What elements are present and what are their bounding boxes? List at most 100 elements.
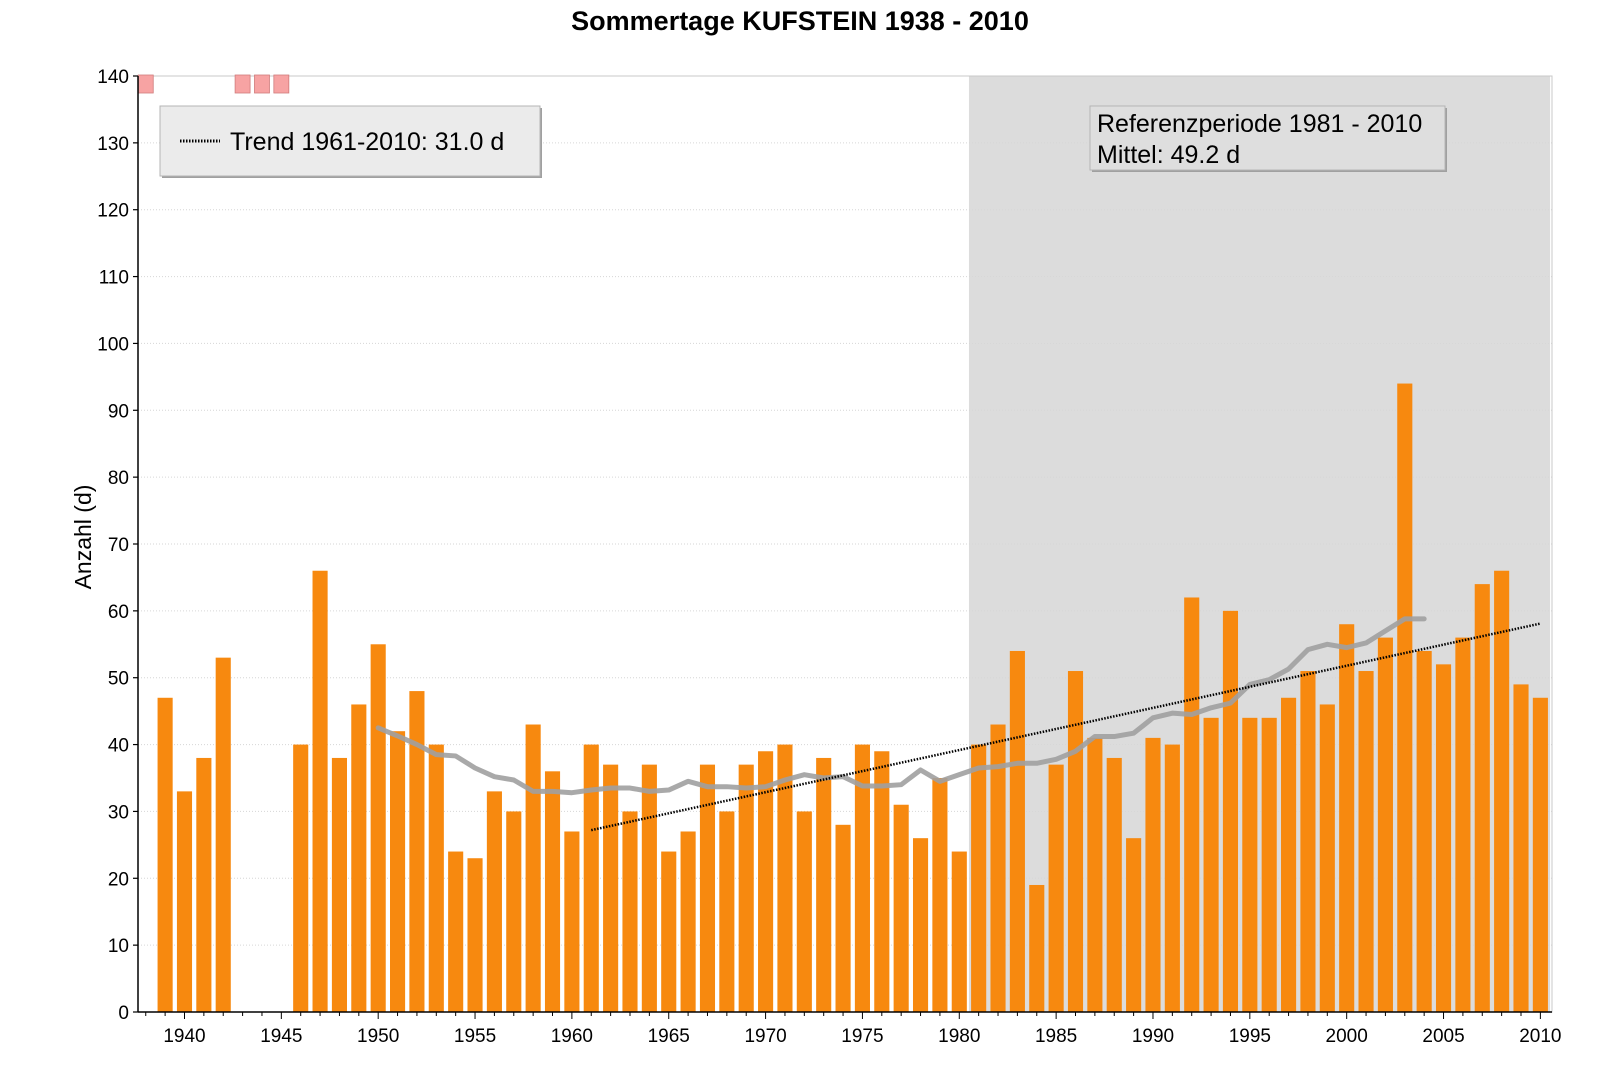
y-axis-title: Anzahl (d) xyxy=(70,485,96,590)
bar-1974 xyxy=(835,824,851,1012)
bar-1954 xyxy=(448,851,464,1012)
bar-1940 xyxy=(176,791,193,1012)
bar-1957 xyxy=(506,811,522,1012)
x-tick-label: 1990 xyxy=(1132,1026,1174,1047)
bar-1958 xyxy=(525,724,541,1012)
x-tick-label: 1970 xyxy=(744,1026,786,1047)
bar-1987 xyxy=(1087,737,1103,1012)
bar-1993 xyxy=(1203,717,1219,1012)
bar-1939 xyxy=(157,697,173,1012)
legend-layer: Trend 1961-2010: 31.0 d Referenzperiode 1… xyxy=(159,105,1447,178)
bars-layer xyxy=(137,74,1548,1012)
x-tick-label: 1995 xyxy=(1229,1026,1271,1047)
y-tick-label: 140 xyxy=(97,67,129,88)
missing-year-marker-1938 xyxy=(137,74,154,94)
bar-1996 xyxy=(1261,717,1277,1012)
bar-2000 xyxy=(1339,624,1355,1012)
bar-1979 xyxy=(932,778,948,1012)
y-tick-label: 40 xyxy=(108,736,129,757)
bar-1964 xyxy=(641,764,657,1012)
x-tick-label: 1985 xyxy=(1035,1026,1077,1047)
missing-year-marker-1943 xyxy=(234,74,251,94)
bar-1977 xyxy=(893,804,909,1012)
y-tick-label: 70 xyxy=(108,535,129,556)
reference-period-label: Referenzperiode 1981 - 2010 xyxy=(1097,110,1422,138)
bar-2006 xyxy=(1455,637,1471,1012)
bar-2007 xyxy=(1474,584,1490,1012)
smoothed-line xyxy=(375,616,1427,796)
x-tick-label: 1955 xyxy=(454,1026,496,1047)
bar-1950 xyxy=(370,644,386,1012)
bar-1955 xyxy=(467,858,483,1012)
bar-1973 xyxy=(816,757,832,1012)
reference-mean-label: Mittel: 49.2 d xyxy=(1097,141,1240,169)
bar-1951 xyxy=(390,731,406,1012)
missing-year-marker-1944 xyxy=(254,74,270,94)
bar-1970 xyxy=(758,751,774,1012)
bar-1953 xyxy=(428,744,444,1012)
legend-trend-label: Trend 1961-2010: 31.0 d xyxy=(230,128,504,156)
bar-1960 xyxy=(564,831,580,1012)
bar-1952 xyxy=(409,691,425,1012)
bar-2004 xyxy=(1416,650,1432,1012)
bar-1991 xyxy=(1164,744,1180,1012)
reference-label-box xyxy=(1089,105,1446,171)
bar-1963 xyxy=(622,811,638,1012)
legend-box xyxy=(159,105,541,177)
bar-1983 xyxy=(1009,650,1025,1012)
bar-2003 xyxy=(1397,383,1413,1012)
bar-1982 xyxy=(990,724,1006,1012)
missing-year-marker-1945 xyxy=(273,74,290,94)
lines-layer xyxy=(375,616,1541,832)
x-tick-label: 1975 xyxy=(841,1026,883,1047)
bar-1949 xyxy=(351,704,367,1012)
bar-1969 xyxy=(738,764,754,1012)
bar-1998 xyxy=(1300,671,1316,1012)
y-tick-label: 30 xyxy=(108,802,129,823)
bar-1994 xyxy=(1222,610,1239,1012)
y-tick-label: 60 xyxy=(108,602,129,623)
bar-1946 xyxy=(293,744,309,1012)
bar-1980 xyxy=(951,851,967,1012)
x-tick-label: 1945 xyxy=(260,1026,302,1047)
y-tick-label: 10 xyxy=(108,936,129,957)
bar-2010 xyxy=(1532,697,1548,1012)
bar-1978 xyxy=(912,838,929,1012)
bar-1984 xyxy=(1029,884,1045,1012)
bar-1985 xyxy=(1048,764,1064,1012)
bar-1956 xyxy=(486,791,502,1012)
bar-1997 xyxy=(1281,697,1297,1012)
bar-1971 xyxy=(777,744,793,1012)
bar-1948 xyxy=(331,757,348,1012)
x-tick-label: 2005 xyxy=(1422,1026,1464,1047)
x-tick-label: 2000 xyxy=(1326,1026,1368,1047)
x-tick-label: 1960 xyxy=(551,1026,593,1047)
bar-1989 xyxy=(1126,838,1142,1012)
bar-1942 xyxy=(215,657,231,1012)
bar-2001 xyxy=(1358,671,1374,1012)
y-tick-label: 80 xyxy=(108,468,129,489)
bar-1965 xyxy=(661,851,677,1012)
bar-1992 xyxy=(1184,597,1200,1012)
bar-1999 xyxy=(1319,704,1335,1012)
x-tick-label: 1950 xyxy=(357,1026,399,1047)
bar-1976 xyxy=(874,751,890,1012)
bar-1966 xyxy=(680,831,696,1012)
bar-1995 xyxy=(1242,717,1258,1012)
bar-1981 xyxy=(971,744,987,1012)
bar-1986 xyxy=(1067,671,1084,1012)
x-tick-label: 1965 xyxy=(648,1026,690,1047)
bar-1990 xyxy=(1145,737,1161,1012)
bar-1968 xyxy=(719,811,735,1012)
y-tick-label: 100 xyxy=(97,334,129,355)
y-tick-label: 130 xyxy=(97,134,129,155)
x-tick-label: 2010 xyxy=(1519,1026,1561,1047)
bar-1988 xyxy=(1106,757,1122,1012)
bar-2009 xyxy=(1513,684,1529,1012)
y-tick-label: 50 xyxy=(108,669,129,690)
bar-1941 xyxy=(196,757,212,1012)
bar-2002 xyxy=(1377,637,1393,1012)
bar-1967 xyxy=(699,764,716,1012)
y-tick-label: 90 xyxy=(108,401,129,422)
